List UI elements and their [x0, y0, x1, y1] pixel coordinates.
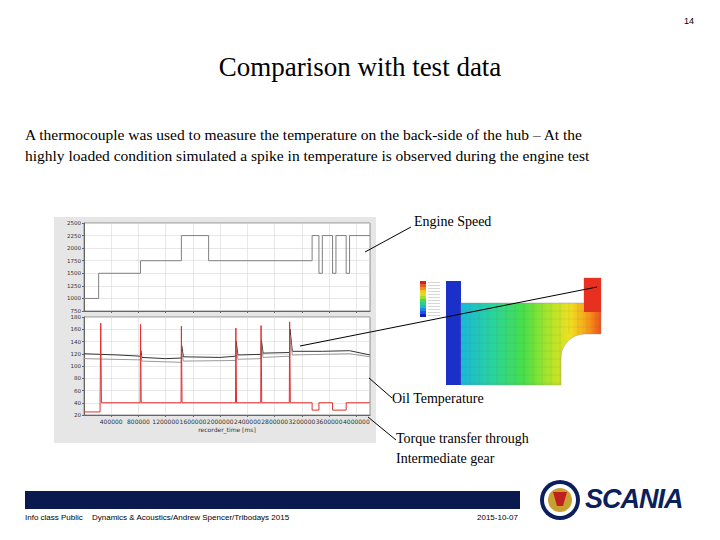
svg-text:100: 100 [71, 363, 82, 369]
svg-text:400000: 400000 [100, 418, 123, 425]
svg-text:1200000: 1200000 [152, 418, 179, 425]
svg-text:2000: 2000 [67, 245, 81, 251]
svg-text:3600000: 3600000 [316, 418, 343, 425]
svg-text:160: 160 [71, 326, 82, 332]
svg-text:4000000: 4000000 [343, 418, 370, 425]
html-text:Oil Temperature: Oil Temperature [392, 391, 484, 406]
html-text:highly loaded condition simula: highly loaded condition simulated a spik… [25, 147, 590, 164]
svg-text:20: 20 [74, 412, 81, 418]
svg-text:40: 40 [74, 400, 81, 406]
html-text:A thermocouple was used to mea: A thermocouple was used to measure the t… [25, 126, 582, 143]
svg-text:1600000: 1600000 [180, 418, 207, 425]
svg-text:2400000: 2400000 [234, 418, 261, 425]
html-text:2015-10-07: 2015-10-07 [477, 513, 518, 522]
html-text:Torque transfer through Interm: Torque transfer through Intermediate gea… [396, 431, 529, 466]
svg-text:140: 140 [71, 339, 82, 345]
svg-text:2000000: 2000000 [207, 418, 234, 425]
svg-text:120: 120 [71, 351, 82, 357]
svg-text:2500: 2500 [67, 220, 81, 226]
svg-text:80: 80 [74, 375, 81, 381]
html-text:Info class Public: Info class Public [25, 513, 83, 522]
html-text:Dynamics & Acoustics/Andrew Sp: Dynamics & Acoustics/Andrew Spencer/Trib… [92, 513, 290, 522]
html-text:Engine Speed: Engine Speed [414, 214, 492, 229]
svg-text:60: 60 [74, 388, 81, 394]
svg-text:1250: 1250 [67, 283, 81, 289]
svg-text:3200000: 3200000 [289, 418, 316, 425]
svg-text:1000: 1000 [67, 295, 81, 301]
svg-text:1500: 1500 [67, 270, 81, 276]
html-text:14: 14 [684, 16, 694, 26]
svg-text:180: 180 [71, 314, 82, 320]
html-text:Comparison with test data: Comparison with test data [218, 52, 502, 82]
svg-text:1750: 1750 [67, 258, 81, 264]
svg-text:recorder_time [ms]: recorder_time [ms] [198, 426, 255, 434]
svg-text:2800000: 2800000 [261, 418, 288, 425]
svg-text:800000: 800000 [127, 418, 150, 425]
html-text:SCANIA: SCANIA [585, 484, 683, 514]
svg-text:2250: 2250 [67, 233, 81, 239]
svg-text:750: 750 [70, 308, 81, 314]
